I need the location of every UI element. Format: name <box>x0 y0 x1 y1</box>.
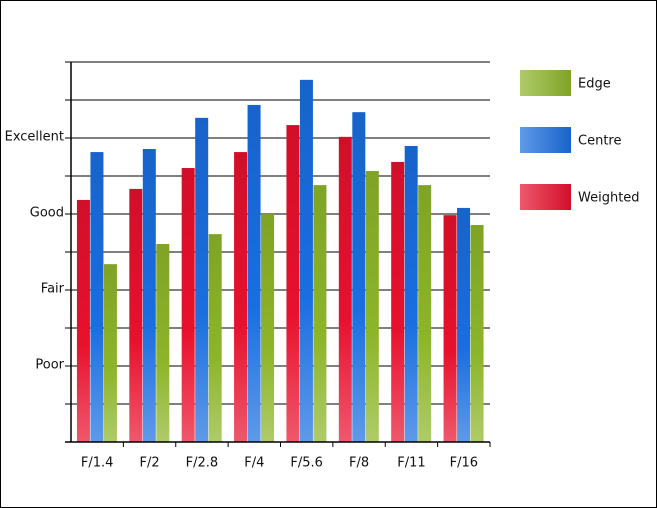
x-tick-label: F/11 <box>397 456 425 471</box>
y-tick-label: Poor <box>35 358 64 373</box>
bar <box>129 188 143 442</box>
x-tick-label: F/16 <box>450 456 478 471</box>
bar <box>299 79 313 443</box>
x-tick-label: F/2 <box>139 456 159 471</box>
bar <box>404 145 418 443</box>
bar <box>470 225 484 442</box>
bar <box>247 104 261 442</box>
bar <box>142 149 156 442</box>
bar <box>195 117 209 443</box>
legend-label: Weighted <box>578 191 640 206</box>
bar <box>338 136 352 443</box>
legend-swatch <box>520 70 571 96</box>
bar <box>286 125 300 442</box>
x-tick-label: F/1.4 <box>81 456 114 471</box>
bar <box>365 171 379 442</box>
x-tick-label: F/2.8 <box>186 456 219 471</box>
legend-swatch <box>520 184 571 210</box>
x-tick-label: F/5.6 <box>290 456 323 471</box>
y-tick-label: Excellent <box>5 130 64 145</box>
legend-label: Centre <box>578 134 621 149</box>
bar <box>181 168 195 442</box>
x-tick-label: F/4 <box>244 456 264 471</box>
y-tick-label: Good <box>30 206 64 221</box>
legend-label: Edge <box>578 77 611 92</box>
x-tick-label: F/8 <box>349 456 369 471</box>
bar <box>457 207 471 442</box>
y-tick-label: Fair <box>41 282 65 297</box>
bar <box>443 215 457 442</box>
bar <box>352 112 366 442</box>
bar <box>208 234 222 442</box>
legend-swatch <box>520 127 571 153</box>
bar <box>261 214 275 442</box>
bar <box>313 185 327 442</box>
bar <box>391 161 405 442</box>
bar <box>418 185 432 442</box>
bar <box>234 152 248 442</box>
bar <box>76 199 90 442</box>
bar <box>90 152 104 442</box>
bar <box>103 264 117 442</box>
bar <box>156 244 170 442</box>
